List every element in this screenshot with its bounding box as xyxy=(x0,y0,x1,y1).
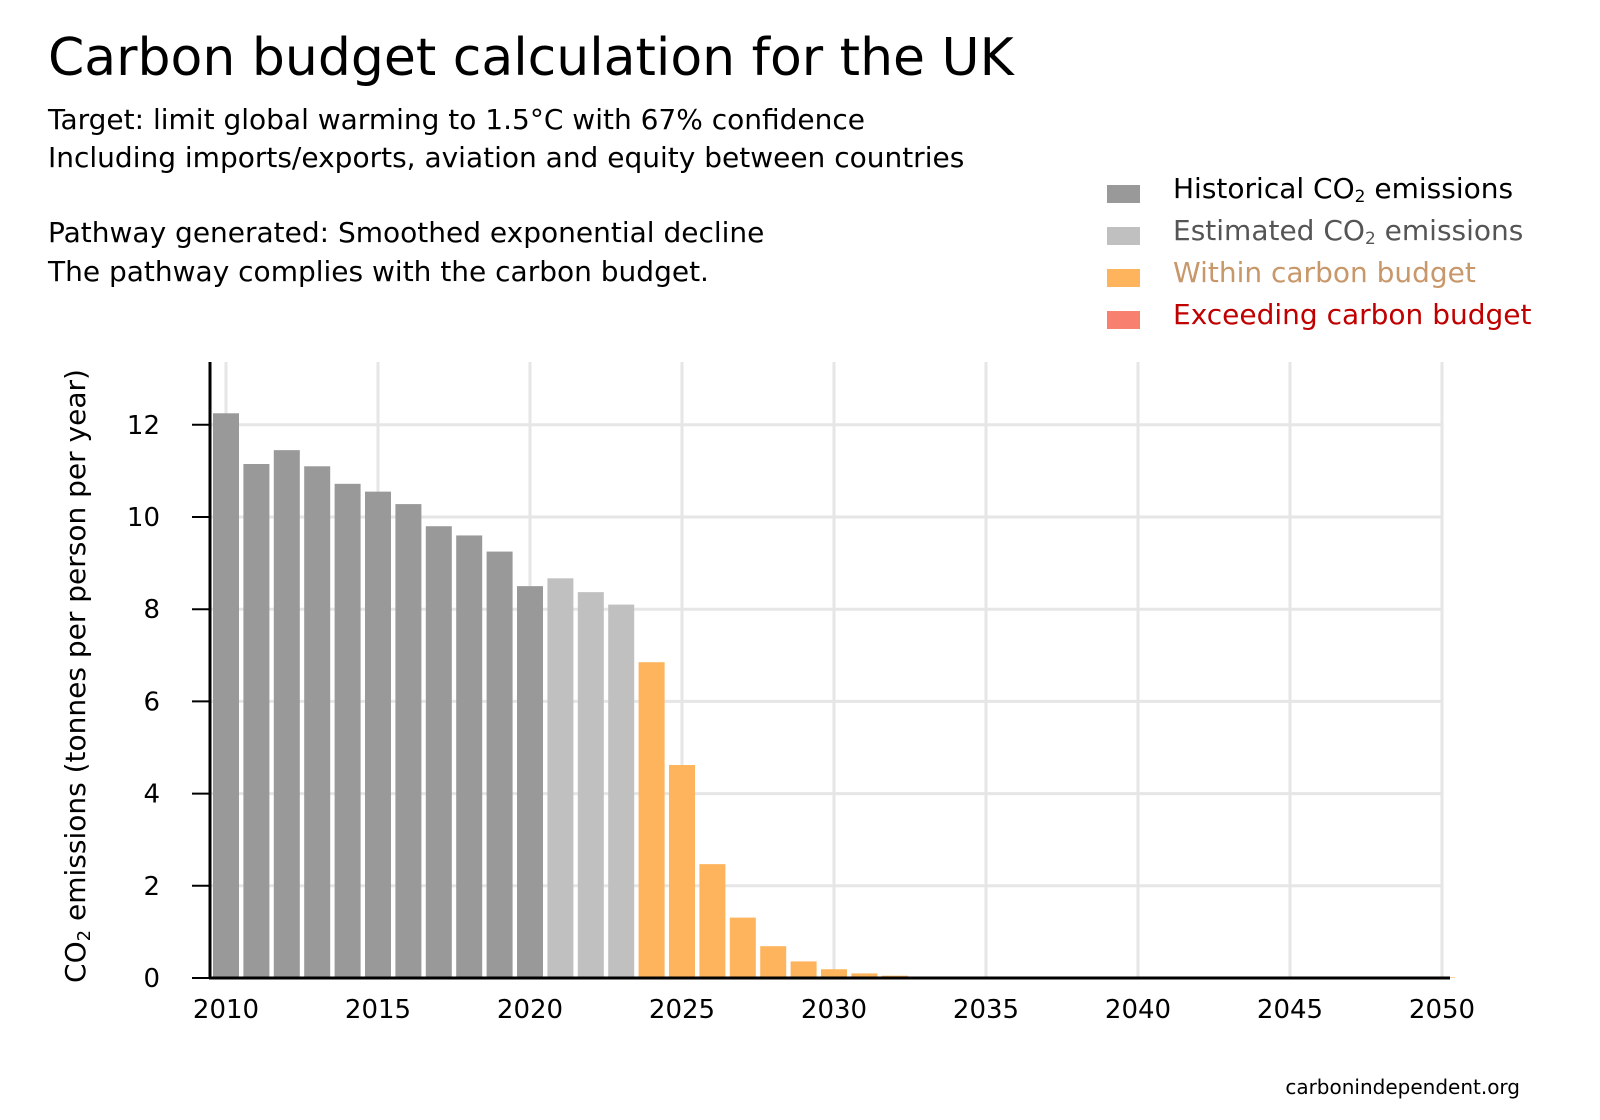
legend-label: Historical CO2 emissions xyxy=(1173,172,1514,207)
legend-label: Estimated CO2 emissions xyxy=(1173,214,1524,249)
y-tick-label: 6 xyxy=(143,687,160,717)
legend-swatch xyxy=(1107,311,1140,329)
bar xyxy=(517,586,543,978)
x-tick-label: 2015 xyxy=(345,995,411,1025)
subtitle-scope: Including imports/exports, aviation and … xyxy=(48,141,965,174)
x-tick-label: 2040 xyxy=(1105,995,1171,1025)
bar xyxy=(334,483,361,978)
bar xyxy=(273,450,300,978)
bar xyxy=(851,973,878,978)
axes xyxy=(192,362,1450,980)
subtitle-pathway: Pathway generated: Smoothed exponential … xyxy=(48,216,765,249)
tick-labels: 0 2 4 6 8 10 12 2010 2015 2020 2025 2030 2035 2040 204… xyxy=(127,411,1475,1025)
bar xyxy=(638,662,665,978)
chart-title: Carbon budget calculation for the UK xyxy=(48,28,1014,88)
bar xyxy=(213,413,239,978)
y-tick-label: 12 xyxy=(127,411,160,441)
bars xyxy=(213,413,1455,978)
y-tick-label: 8 xyxy=(143,595,160,625)
legend-swatch xyxy=(1107,185,1140,203)
bar xyxy=(760,946,787,978)
legend-label: Within carbon budget xyxy=(1173,256,1476,289)
x-tick-label: 2035 xyxy=(953,995,1019,1025)
bar xyxy=(608,604,635,978)
y-tick-label: 10 xyxy=(127,503,160,533)
x-tick-label: 2020 xyxy=(497,995,563,1025)
bar xyxy=(456,535,483,978)
gridlines xyxy=(210,362,1444,978)
bar xyxy=(425,526,452,978)
y-tick-label: 2 xyxy=(143,872,160,902)
x-tick-label: 2050 xyxy=(1409,995,1475,1025)
source-credit: carbonindependent.org xyxy=(1285,1075,1520,1099)
legend-swatch xyxy=(1107,227,1140,245)
bar xyxy=(699,864,726,978)
x-tick-label: 2010 xyxy=(193,995,259,1025)
legend-swatch xyxy=(1107,269,1140,287)
x-tick-label: 2025 xyxy=(649,995,715,1025)
y-tick-label: 4 xyxy=(143,780,160,810)
bar xyxy=(395,504,422,978)
y-axis-label: CO2 emissions (tonnes per person per yea… xyxy=(59,369,95,983)
bar xyxy=(577,592,604,978)
legend-label: Exceeding carbon budget xyxy=(1173,298,1532,331)
subtitle-compliance: The pathway complies with the carbon bud… xyxy=(48,255,709,288)
x-tick-label: 2045 xyxy=(1257,995,1323,1025)
bar xyxy=(304,466,331,978)
x-tick-label: 2030 xyxy=(801,995,867,1025)
bar xyxy=(243,463,270,978)
subtitle-target: Target: limit global warming to 1.5°C wi… xyxy=(48,103,866,136)
bar xyxy=(486,551,513,978)
bar xyxy=(790,961,817,978)
bar xyxy=(729,917,756,978)
bar xyxy=(365,491,391,978)
y-tick-label: 0 xyxy=(143,964,160,994)
bar xyxy=(547,578,574,978)
bar xyxy=(821,969,847,978)
bar xyxy=(669,765,695,978)
